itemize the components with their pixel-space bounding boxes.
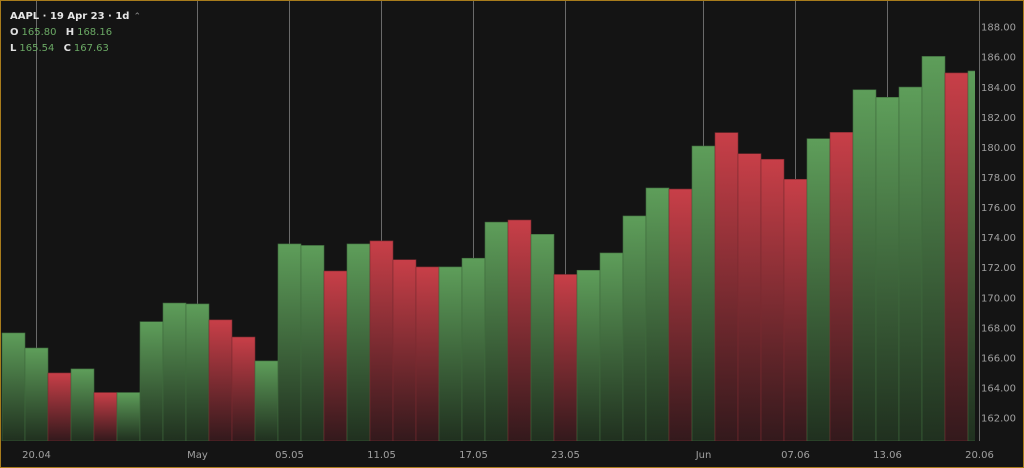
- bar-2023-06-08[interactable]: [806, 138, 831, 441]
- y-tick-label: 180.00: [981, 143, 1016, 154]
- bar-2023-05-02[interactable]: [208, 319, 233, 441]
- low-label: L: [10, 43, 17, 54]
- bar-2023-04-20[interactable]: [24, 347, 49, 441]
- y-tick-label: 182.00: [981, 113, 1016, 124]
- y-tick-label: 170.00: [981, 293, 1016, 304]
- bar-2023-05-31[interactable]: [668, 188, 693, 441]
- open-value: 165.80: [21, 27, 57, 38]
- bar-2023-06-16[interactable]: [944, 72, 969, 441]
- bar-2023-05-30[interactable]: [645, 187, 670, 441]
- bar-2023-04-28[interactable]: [162, 302, 187, 441]
- x-tick-label: 17.05: [459, 450, 488, 461]
- bar-2023-05-22[interactable]: [530, 234, 555, 441]
- bar-2023-05-12[interactable]: [392, 259, 417, 441]
- x-tick-label: 20.04: [22, 450, 51, 461]
- bar-2023-04-19[interactable]: [1, 332, 26, 441]
- bar-2023-06-14[interactable]: [898, 86, 923, 441]
- bar-2023-05-15[interactable]: [415, 266, 440, 441]
- x-tick-label: 20.06: [965, 450, 994, 461]
- x-tick-label: 11.05: [367, 450, 396, 461]
- bar-2023-05-09[interactable]: [323, 270, 348, 441]
- bar-2023-05-01[interactable]: [185, 303, 210, 441]
- bar-2023-05-11[interactable]: [369, 240, 394, 441]
- bar-2023-05-23[interactable]: [553, 274, 578, 441]
- bar-2023-05-08[interactable]: [300, 245, 325, 441]
- bar-2023-04-26[interactable]: [116, 392, 141, 441]
- y-tick-label: 162.00: [981, 414, 1016, 425]
- bar-2023-05-03[interactable]: [231, 336, 256, 441]
- close-label: C: [63, 43, 71, 54]
- y-tick-label: 188.00: [981, 23, 1016, 34]
- bar-2023-06-05[interactable]: [737, 153, 762, 441]
- high-label: H: [65, 27, 75, 38]
- x-tick-label: 23.05: [551, 450, 580, 461]
- chevron-up-icon[interactable]: ⌃: [133, 12, 141, 22]
- bar-2023-06-01[interactable]: [691, 145, 716, 441]
- y-tick-label: 166.00: [981, 353, 1016, 364]
- y-axis: 162.00 164.00 166.00 168.00 170.00 172.00 174.…: [981, 23, 1016, 425]
- bar-2023-05-19[interactable]: [507, 219, 532, 441]
- symbol-legend: AAPL · 19 Apr 23 · 1d ⌃ O 165.80 H 168.16 L…: [10, 9, 141, 57]
- x-tick-label: 07.06: [781, 450, 810, 461]
- y-tick-label: 184.00: [981, 83, 1016, 94]
- bar-2023-05-17[interactable]: [461, 257, 486, 441]
- bar-2023-06-20[interactable]: [967, 70, 991, 441]
- bar-2023-05-05[interactable]: [277, 243, 302, 441]
- bar-2023-04-25[interactable]: [93, 392, 118, 441]
- y-tick-label: 168.00: [981, 323, 1016, 334]
- y-tick-label: 178.00: [981, 173, 1016, 184]
- bar-2023-05-18[interactable]: [484, 221, 509, 441]
- bar-2023-06-15[interactable]: [921, 56, 946, 441]
- y-tick-label: 176.00: [981, 203, 1016, 214]
- bar-2023-05-10[interactable]: [346, 243, 371, 441]
- y-tick-label: 172.00: [981, 263, 1016, 274]
- x-tick-label: May: [187, 450, 208, 461]
- bar-2023-05-26[interactable]: [622, 215, 647, 441]
- bar-2023-05-25[interactable]: [599, 252, 624, 441]
- bar-2023-06-06[interactable]: [760, 158, 785, 441]
- x-tick-label: Jun: [695, 450, 712, 461]
- bar-series: [1, 56, 991, 441]
- high-value: 168.16: [77, 27, 113, 38]
- bar-2023-05-04[interactable]: [254, 360, 279, 441]
- bar-2023-05-16[interactable]: [438, 266, 463, 441]
- bar-2023-04-27[interactable]: [139, 321, 164, 441]
- bar-2023-06-12[interactable]: [852, 89, 877, 441]
- x-tick-label: 05.05: [275, 450, 304, 461]
- low-value: 165.54: [19, 43, 55, 54]
- bar-2023-04-21[interactable]: [47, 372, 72, 441]
- close-value: 167.63: [73, 43, 109, 54]
- bar-2023-06-02[interactable]: [714, 132, 739, 441]
- bar-2023-06-07[interactable]: [783, 178, 808, 441]
- y-tick-label: 174.00: [981, 233, 1016, 244]
- bar-2023-05-24[interactable]: [576, 269, 601, 441]
- y-tick-label: 186.00: [981, 53, 1016, 64]
- bar-2023-06-13[interactable]: [875, 96, 900, 441]
- x-tick-label: 13.06: [873, 450, 902, 461]
- bar-2023-06-09[interactable]: [829, 132, 854, 441]
- x-axis: 20.04 May 05.05 11.05 17.05 23.05 Jun 07.06 13.0…: [22, 450, 994, 461]
- bar-2023-04-24[interactable]: [70, 368, 95, 441]
- y-tick-label: 164.00: [981, 384, 1016, 395]
- symbol-title[interactable]: AAPL · 19 Apr 23 · 1d: [10, 11, 130, 22]
- open-label: O: [10, 27, 19, 38]
